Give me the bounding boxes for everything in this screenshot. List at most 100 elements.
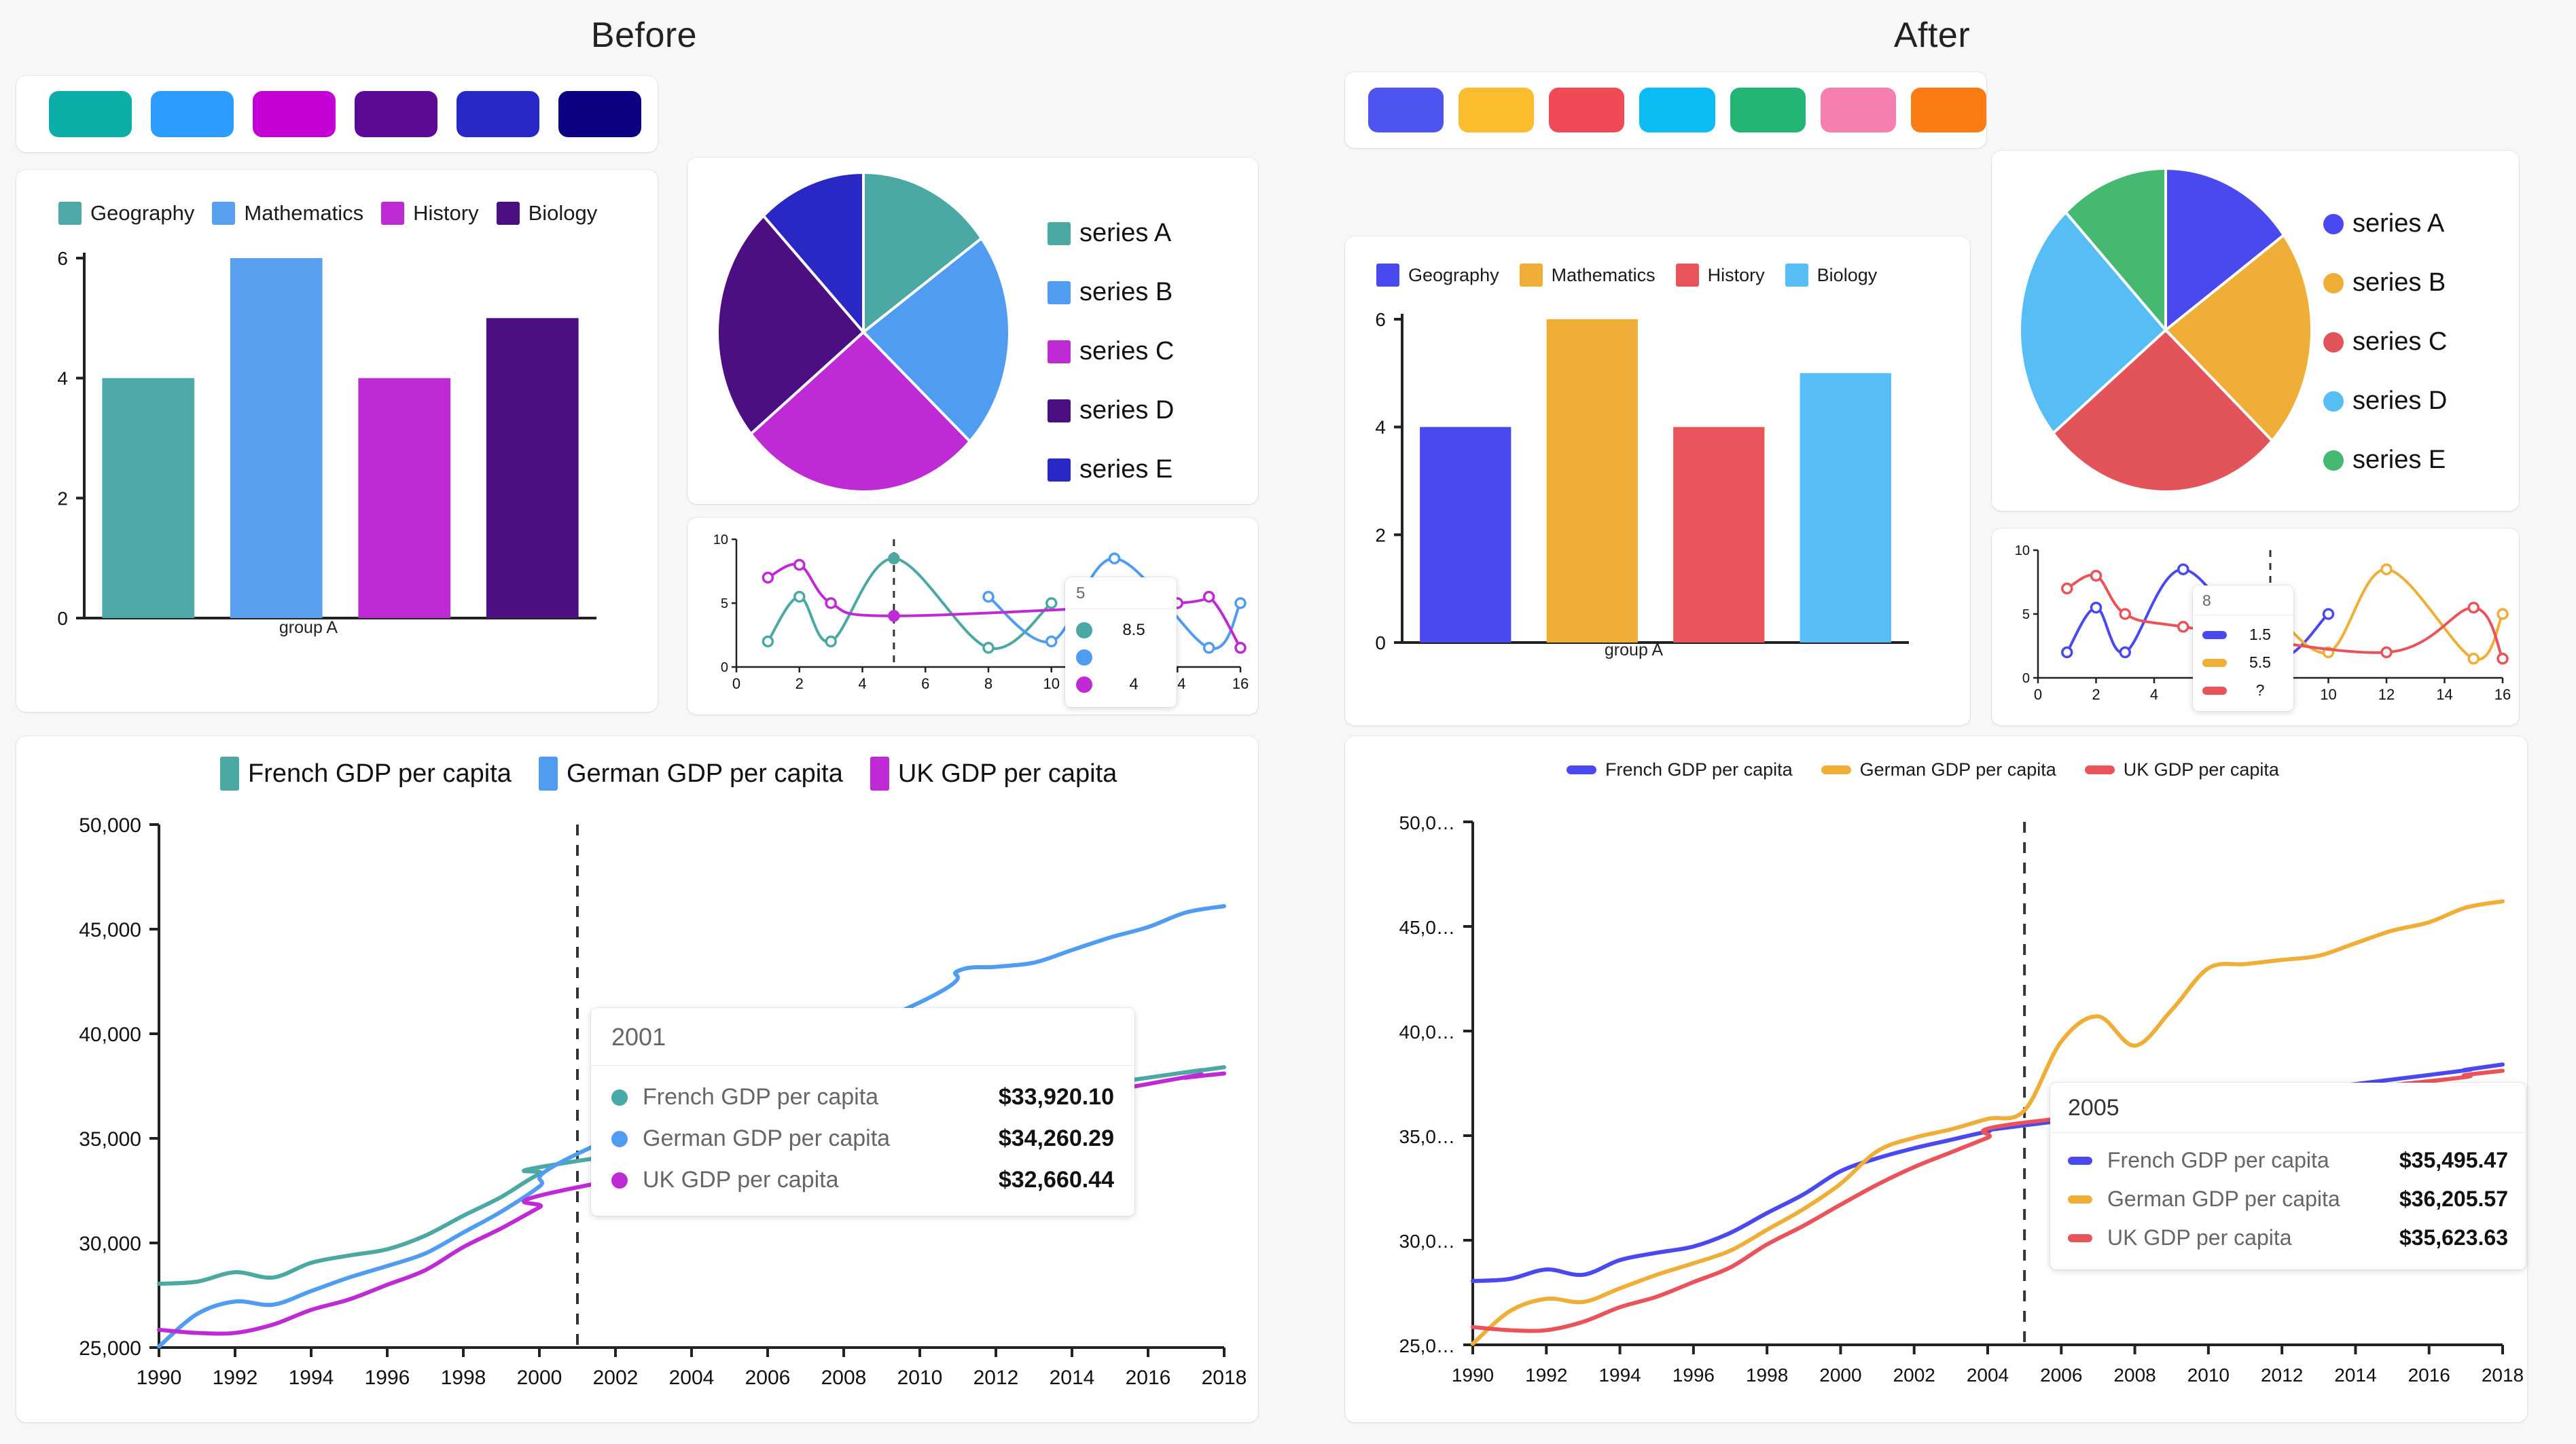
bar-geography[interactable] (102, 378, 195, 618)
data-point[interactable] (1202, 590, 1215, 603)
legend-item-3[interactable]: series D (1048, 396, 1174, 425)
data-point[interactable] (2119, 646, 2131, 659)
data-point[interactable] (1045, 635, 1058, 648)
tooltip-series-marker-icon (1076, 676, 1092, 693)
tooltip-series-name: German GDP per capita (643, 1125, 891, 1151)
legend-item-label: series E (2353, 446, 2446, 474)
after-mini-tooltip-header: 8 (2193, 585, 2293, 615)
legend-item-1[interactable]: German GDP per capita (538, 757, 843, 791)
before-gdp-tooltip: 2001 French GDP per capita $33,920.10 Germ… (591, 1008, 1134, 1216)
data-point[interactable] (1234, 597, 1247, 609)
data-point[interactable] (1234, 642, 1247, 654)
data-point[interactable] (825, 597, 837, 609)
pie-slice-series-b[interactable] (2164, 233, 2313, 443)
legend-item-1[interactable]: series B (2323, 268, 2447, 297)
legend-item-1[interactable]: German GDP per capita (1821, 759, 2056, 780)
data-point[interactable] (982, 642, 995, 654)
data-point[interactable] (2322, 608, 2335, 620)
bar-history[interactable] (358, 378, 451, 618)
pie-slice-series-b[interactable] (861, 236, 1011, 444)
data-point[interactable] (825, 635, 837, 648)
color-swatch-3 (355, 91, 437, 137)
pie-slice-series-e[interactable] (2064, 166, 2167, 334)
after-gdp-tooltip-header: 2005 (2050, 1083, 2526, 1133)
legend-item-1[interactable]: Mathematics (212, 201, 363, 225)
data-point[interactable] (762, 635, 774, 648)
legend-color-swatch-icon (1048, 340, 1071, 363)
legend-item-3[interactable]: Biology (1785, 264, 1877, 287)
data-point[interactable] (2061, 582, 2073, 595)
data-point[interactable] (888, 610, 900, 622)
before-bar-legend: Geography Mathematics History Biology (58, 201, 597, 225)
svg-text:50,0…: 50,0… (1399, 812, 1456, 833)
legend-color-swatch-icon (212, 202, 236, 225)
data-point[interactable] (793, 558, 806, 571)
data-point[interactable] (1202, 642, 1215, 654)
legend-item-0[interactable]: French GDP per capita (1567, 759, 1793, 780)
bar-mathematics[interactable] (1546, 319, 1638, 643)
legend-item-1[interactable]: Mathematics (1519, 264, 1656, 287)
pie-slice-series-e[interactable] (762, 170, 865, 336)
data-point[interactable] (793, 590, 806, 603)
data-point[interactable] (2061, 646, 2073, 659)
data-point[interactable] (2380, 563, 2393, 575)
legend-item-0[interactable]: French GDP per capita (220, 757, 512, 791)
legend-item-3[interactable]: Biology (496, 201, 597, 225)
legend-item-label: series E (1079, 455, 1173, 484)
data-point[interactable] (2090, 601, 2103, 614)
legend-item-2[interactable]: UK GDP per capita (870, 757, 1117, 791)
pie-slice-series-d[interactable] (2018, 210, 2168, 435)
bar-mathematics[interactable] (230, 258, 323, 618)
svg-text:2000: 2000 (517, 1367, 562, 1389)
legend-item-0[interactable]: series A (2323, 209, 2447, 238)
data-point[interactable] (2497, 608, 2509, 620)
tooltip-series-marker-icon (611, 1089, 628, 1106)
data-point[interactable] (1108, 552, 1121, 564)
legend-item-2[interactable]: series C (2323, 327, 2447, 357)
tooltip-series-value: $32,660.44 (998, 1167, 1114, 1193)
pie-slice-series-d[interactable] (716, 213, 865, 436)
legend-item-2[interactable]: History (381, 201, 479, 225)
data-point[interactable] (2177, 621, 2189, 633)
svg-text:25,000: 25,000 (79, 1337, 141, 1360)
bar-biology[interactable] (486, 318, 579, 618)
tooltip-row: French GDP per capita $35,495.47 (2068, 1141, 2508, 1180)
pie-slice-series-c[interactable] (749, 330, 972, 493)
data-point[interactable] (2090, 569, 2103, 582)
data-point[interactable] (2119, 608, 2131, 620)
pie-slice-series-c[interactable] (2051, 328, 2274, 493)
legend-color-swatch-icon (1821, 765, 1851, 774)
legend-item-2[interactable]: History (1675, 264, 1765, 287)
legend-item-4[interactable]: series E (1048, 455, 1174, 484)
data-point[interactable] (762, 571, 774, 584)
bar-geography[interactable] (1420, 427, 1511, 643)
legend-item-2[interactable]: UK GDP per capita (2084, 759, 2279, 780)
legend-item-0[interactable]: series A (1048, 219, 1174, 248)
legend-item-4[interactable]: series E (2323, 446, 2447, 475)
legend-item-2[interactable]: series C (1048, 337, 1174, 366)
legend-item-0[interactable]: Geography (58, 201, 194, 225)
data-point[interactable] (982, 590, 995, 603)
bar-biology[interactable] (1800, 373, 1891, 643)
legend-color-swatch-icon (2323, 272, 2344, 293)
legend-item-3[interactable]: series D (2323, 386, 2447, 416)
before-pie-card: series A series B series C series D series E (687, 158, 1258, 504)
data-point[interactable] (2467, 653, 2480, 665)
tooltip-row: UK GDP per capita $32,660.44 (611, 1159, 1114, 1201)
data-point[interactable] (1045, 597, 1058, 609)
before-pie-legend: series A series B series C series D series E (1048, 219, 1174, 484)
legend-item-0[interactable]: Geography (1376, 264, 1499, 287)
pie-slice-series-a[interactable] (2164, 166, 2286, 333)
svg-text:6: 6 (57, 248, 68, 269)
legend-item-1[interactable]: series B (1048, 278, 1174, 307)
data-point[interactable] (2467, 601, 2480, 614)
svg-text:0: 0 (721, 660, 728, 675)
before-bar-svg: 0 2 4 6 (57, 248, 596, 629)
bar-history[interactable] (1673, 427, 1765, 643)
data-point[interactable] (2497, 653, 2509, 665)
data-point[interactable] (2380, 646, 2393, 659)
data-point[interactable] (2177, 563, 2189, 575)
pie-slice-series-a[interactable] (862, 170, 984, 336)
data-point[interactable] (888, 552, 900, 564)
